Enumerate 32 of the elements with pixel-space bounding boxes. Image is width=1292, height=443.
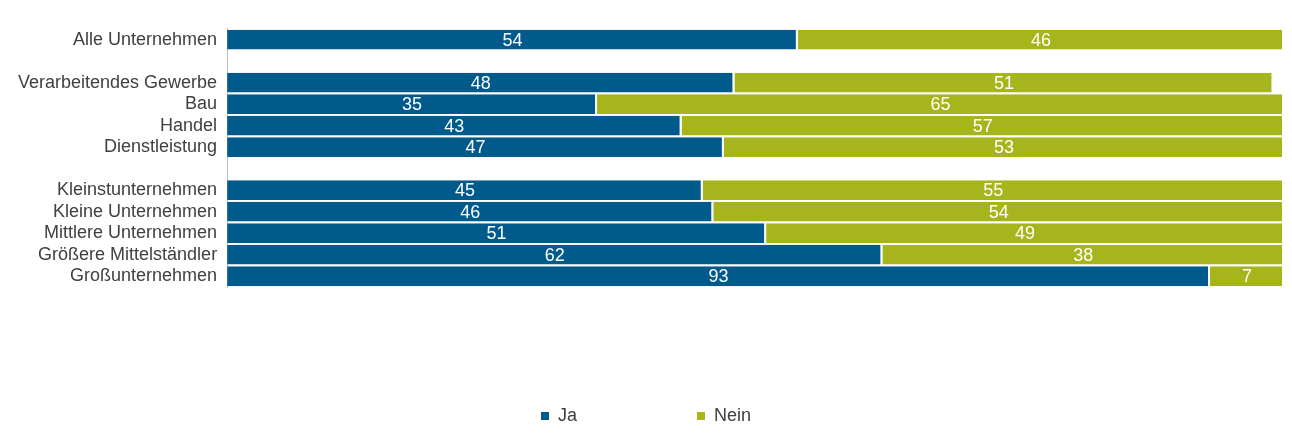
data-label: 51 [993, 72, 1014, 93]
data-label: 35 [402, 94, 423, 115]
data-label: 38 [1073, 244, 1094, 265]
y-tick-label: Großunternehmen [70, 265, 218, 286]
data-label: 53 [993, 137, 1014, 158]
data-label: 65 [930, 94, 951, 115]
data-label: 49 [1015, 223, 1036, 244]
data-label: 93 [708, 266, 729, 287]
legend-label: Nein [714, 404, 752, 425]
data-label: 54 [988, 201, 1009, 222]
data-label: 57 [972, 115, 993, 136]
data-label: 46 [460, 201, 481, 222]
data-label: 45 [454, 180, 475, 201]
y-tick-label: Mittlere Unternehmen [44, 222, 218, 243]
data-label: 7 [1242, 266, 1253, 287]
data-label: 55 [983, 180, 1004, 201]
y-tick-label: Verarbeitendes Gewerbe [18, 71, 218, 92]
data-label: 51 [486, 223, 507, 244]
y-tick-label: Handel [160, 114, 218, 135]
y-tick-label: Größere Mittelständler [38, 243, 218, 264]
y-tick-label: Dienstleistung [104, 136, 218, 157]
y-tick-label: Bau [185, 93, 218, 114]
data-label: 43 [444, 115, 465, 136]
y-tick-label: Kleine Unternehmen [53, 200, 218, 221]
data-label: 54 [502, 29, 523, 50]
y-tick-label: Alle Unternehmen [73, 28, 218, 49]
data-label: 47 [465, 137, 486, 158]
data-label: 62 [544, 244, 565, 265]
data-label: 46 [1030, 29, 1051, 50]
data-label: 48 [470, 72, 491, 93]
legend-label: Ja [557, 404, 578, 425]
y-tick-label: Kleinstunternehmen [57, 179, 218, 200]
